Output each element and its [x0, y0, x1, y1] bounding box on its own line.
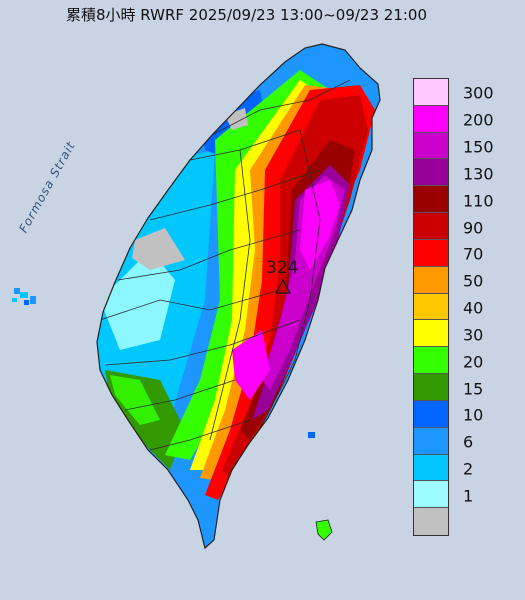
- legend-swatch: [414, 239, 448, 267]
- band-west-gray: [132, 228, 185, 270]
- legend-label: 150: [463, 137, 494, 157]
- legend-label: 15: [463, 379, 484, 399]
- legend-swatch: [414, 79, 448, 106]
- legend-swatch: [414, 105, 448, 133]
- legend-swatch: [414, 400, 448, 428]
- legend-swatch: [414, 374, 448, 401]
- legend-label: 130: [463, 164, 494, 184]
- legend-label: 110: [463, 191, 494, 211]
- legend-label: 30: [463, 325, 484, 345]
- county-boundaries: [99, 79, 351, 456]
- legend-swatch: [414, 481, 448, 509]
- legend-swatch: [414, 454, 448, 482]
- color-legend: [413, 78, 449, 537]
- legend-label: 300: [463, 83, 494, 103]
- legend-label: 50: [463, 271, 484, 291]
- legend-label: 20: [463, 352, 484, 372]
- legend-label: 6: [463, 432, 474, 452]
- legend-label: 40: [463, 298, 484, 318]
- legend-label: 2: [463, 459, 474, 479]
- band-southwest-lime: [110, 375, 160, 425]
- legend-swatch: [414, 427, 448, 455]
- legend-swatch: [414, 347, 448, 375]
- legend-swatch: [414, 320, 448, 348]
- legend-label: 10: [463, 405, 484, 425]
- legend-swatch: [414, 508, 448, 536]
- legend-label: 1: [463, 486, 474, 506]
- max-point-marker: [274, 278, 292, 294]
- max-value-label: 324: [266, 258, 299, 278]
- legend-label: 70: [463, 244, 484, 264]
- penghu-islands: [12, 288, 36, 305]
- coastline: [96, 43, 381, 550]
- band-west-cyan: [100, 250, 175, 350]
- legend-swatch: [414, 266, 448, 294]
- legend-swatch: [414, 293, 448, 321]
- green-island: [308, 432, 315, 438]
- legend-label: 200: [463, 110, 494, 130]
- map-title: 累積8小時 RWRF 2025/09/23 13:00~09/23 21:00: [66, 6, 428, 24]
- legend-swatch: [414, 213, 448, 240]
- legend-swatch: [414, 132, 448, 160]
- legend-swatch: [414, 159, 448, 187]
- orchid-island: [315, 519, 333, 541]
- band-pink-south: [232, 330, 270, 400]
- legend-swatch: [414, 186, 448, 214]
- legend-label: 90: [463, 218, 484, 238]
- band-pink: [300, 180, 340, 270]
